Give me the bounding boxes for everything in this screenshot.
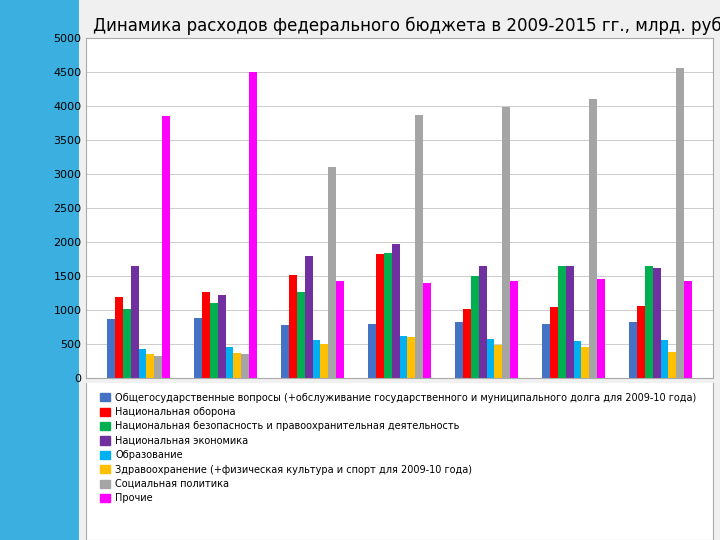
Bar: [400, 336, 408, 378]
Bar: [479, 266, 487, 378]
Bar: [423, 283, 431, 378]
Bar: [249, 72, 257, 378]
Bar: [115, 297, 123, 378]
Text: Динамика расходов федерального бюджета в 2009-2015 гг., млрд. руб.: Динамика расходов федерального бюджета в…: [93, 17, 720, 35]
Bar: [574, 341, 582, 378]
Bar: [542, 323, 550, 378]
Bar: [503, 107, 510, 378]
Bar: [668, 352, 676, 378]
Bar: [582, 347, 589, 378]
Bar: [138, 349, 146, 378]
Bar: [131, 266, 139, 378]
Bar: [463, 309, 471, 378]
Bar: [637, 306, 645, 378]
Bar: [510, 281, 518, 378]
Bar: [684, 281, 692, 378]
Bar: [455, 321, 463, 378]
Legend: Общегосударственные вопросы (+обслуживание государственного и муниципального дол: Общегосударственные вопросы (+обслуживан…: [97, 390, 699, 507]
Bar: [589, 99, 597, 378]
Bar: [495, 345, 503, 378]
Bar: [202, 292, 210, 378]
Bar: [550, 307, 558, 378]
Bar: [629, 322, 637, 378]
Bar: [376, 254, 384, 378]
Bar: [225, 347, 233, 378]
Bar: [217, 295, 225, 378]
Bar: [676, 69, 684, 378]
Bar: [384, 253, 392, 378]
Bar: [558, 266, 566, 378]
Bar: [146, 354, 154, 378]
Bar: [107, 320, 115, 378]
Bar: [305, 255, 312, 378]
Bar: [645, 266, 653, 378]
Bar: [297, 292, 305, 378]
Bar: [194, 318, 202, 378]
Bar: [282, 325, 289, 378]
Bar: [471, 276, 479, 378]
Bar: [233, 353, 241, 378]
Bar: [408, 337, 415, 378]
Bar: [392, 244, 400, 378]
Bar: [154, 355, 162, 378]
Bar: [415, 114, 423, 378]
Bar: [123, 309, 131, 378]
Bar: [597, 279, 605, 378]
Bar: [241, 354, 249, 378]
Bar: [312, 340, 320, 378]
Bar: [162, 116, 170, 378]
Bar: [661, 340, 668, 378]
Bar: [368, 323, 376, 378]
Bar: [210, 303, 217, 378]
Bar: [487, 339, 495, 378]
Bar: [320, 344, 328, 378]
Bar: [566, 266, 574, 378]
Bar: [336, 281, 344, 378]
Bar: [328, 167, 336, 378]
Bar: [289, 274, 297, 378]
Bar: [653, 268, 661, 378]
